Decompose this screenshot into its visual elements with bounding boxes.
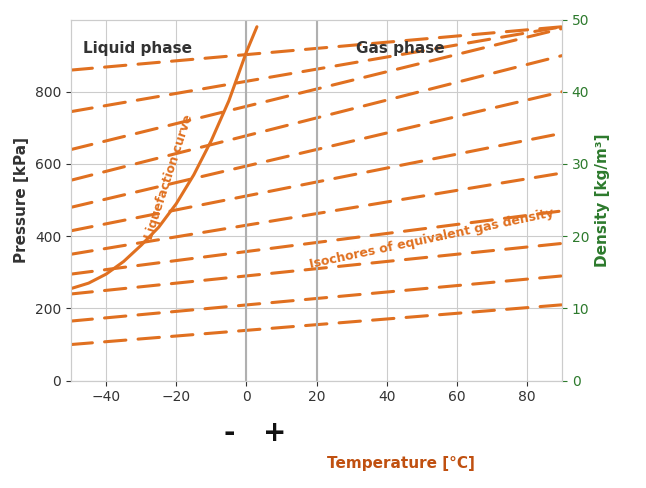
Y-axis label: Density [kg/m³]: Density [kg/m³] [595,133,610,267]
Text: -: - [223,419,234,447]
Y-axis label: Pressure [kPa]: Pressure [kPa] [14,137,30,263]
Text: Temperature [°C]: Temperature [°C] [327,456,474,471]
Text: +: + [263,419,286,447]
Text: Liquid phase: Liquid phase [83,41,193,56]
Text: Gas phase: Gas phase [357,41,445,56]
Text: Liquefaction curve: Liquefaction curve [143,113,196,241]
Text: Isochores of equivalent gas density: Isochores of equivalent gas density [308,207,555,271]
